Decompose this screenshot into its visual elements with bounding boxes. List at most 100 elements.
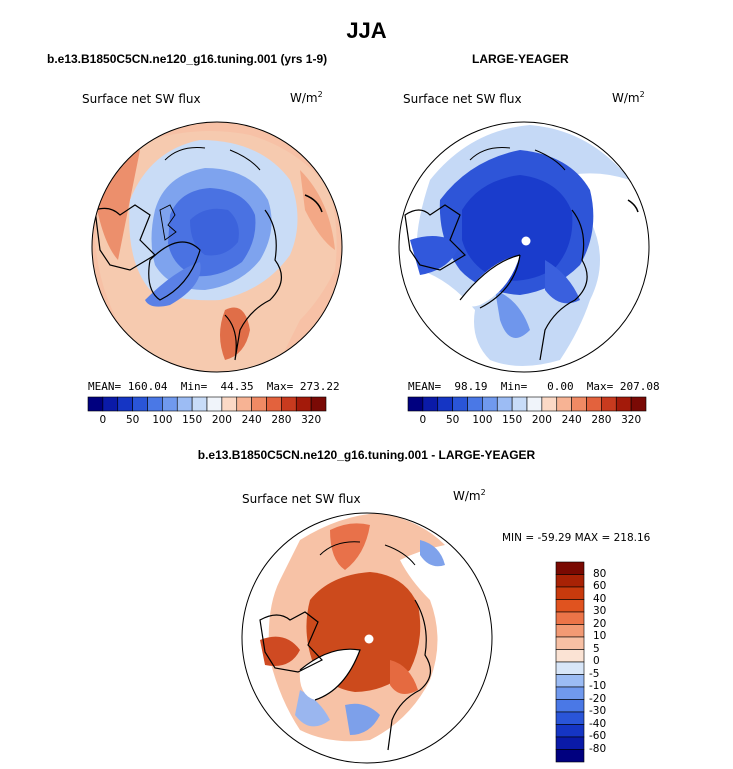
panel-1-coastline-siberia xyxy=(164,147,261,171)
diff-colorbar-cell xyxy=(555,561,585,575)
diff-colorbar-cell xyxy=(555,599,585,613)
panel-1-coastline-alaska xyxy=(304,194,323,213)
panel-1-colorbar-cell xyxy=(236,396,252,412)
panel-2-colorbar-cell xyxy=(586,396,602,412)
panel-2-coastline-alaska xyxy=(627,199,639,213)
diff-pole-hole xyxy=(364,634,374,644)
panel-2-colorbar-tick-label: 150 xyxy=(502,414,523,426)
diff-colorbar-tick-label: 30 xyxy=(593,605,607,617)
diff-colorbar-cell xyxy=(555,649,585,663)
panel-1-colorbar xyxy=(87,396,327,412)
diff-coastline-greenland xyxy=(299,648,361,701)
diff-coastline-eurasia xyxy=(387,599,431,751)
panel-1-colorbar-tick-label: 200 xyxy=(211,414,232,426)
diff-bering-region xyxy=(330,523,370,570)
panel-1-colorbar-cell xyxy=(266,396,282,412)
panel-1-colorbar-cell xyxy=(132,396,148,412)
diff-colorbar-tick-label: -30 xyxy=(589,705,607,717)
diff-case-title: b.e13.B1850C5CN.ne120_g16.tuning.001 - L… xyxy=(197,448,536,462)
panel-1-coastline-archipelago xyxy=(159,204,177,241)
diff-coastline-siberia xyxy=(319,541,416,566)
diff-colorbar-tick-label: -80 xyxy=(589,742,607,755)
panel-2-colorbar-cell xyxy=(437,396,453,412)
panel-2-colorbar-tick-label: 280 xyxy=(591,414,612,426)
diff-colorbar-cell xyxy=(555,711,585,725)
panel-1-greenland xyxy=(145,262,201,307)
panel-2-colorbar-cell xyxy=(407,396,424,412)
diff-colorbar-cell xyxy=(555,586,585,600)
diff-colorbar-cell xyxy=(555,611,585,625)
diff-colorbar xyxy=(555,561,585,763)
panel-1-hot-region-east xyxy=(300,170,335,250)
diff-variable-label: Surface net SW flux xyxy=(242,492,361,506)
panel-2-colorbar-cell xyxy=(511,396,528,412)
diff-colorbar-tick-label: -5 xyxy=(589,667,600,680)
panel-2-colorbar-cell xyxy=(571,396,587,412)
diff-east-region xyxy=(390,660,418,694)
panel-2-colorbar xyxy=(407,396,647,412)
panel-1-coastline-america xyxy=(94,204,156,271)
panel-1-colorbar-cell xyxy=(191,396,208,412)
diff-colorbar-cell xyxy=(555,724,585,738)
diff-colorbar-tick-label: 10 xyxy=(593,630,607,642)
diff-colorbar-cell xyxy=(555,686,585,700)
panel-2-colorbar-cell xyxy=(601,396,617,412)
panel-1-colorbar-cell xyxy=(117,396,133,412)
panel-1-map-border xyxy=(91,121,343,373)
diff-colorbar-tick-label: 20 xyxy=(593,617,607,630)
panel-2-ice-core xyxy=(462,175,573,281)
panel-1-colorbar-cell xyxy=(281,396,297,412)
diff-colorbar-tick-label: -60 xyxy=(589,730,607,742)
panel-2-map-border xyxy=(398,121,650,373)
diff-colorbar-cell xyxy=(555,674,585,688)
panel-1-colorbar-cell xyxy=(176,396,193,412)
diff-stats: MIN = -59.29 MAX = 218.16 xyxy=(502,532,651,544)
diff-negative-north xyxy=(420,540,445,567)
panel-1-colorbar-cell xyxy=(102,396,119,412)
panel-2-colorbar-cell xyxy=(496,396,513,412)
panel-2-colorbar-cell xyxy=(482,396,498,412)
panel-2-colorbar-cell xyxy=(422,396,439,412)
panel-2-units-label: W/m2 xyxy=(612,90,645,105)
panel-2-colorbar-cell xyxy=(467,396,483,412)
diff-negative-south-2 xyxy=(345,703,380,735)
diff-west-region xyxy=(260,636,300,666)
panel-2-case-title: LARGE-YEAGER xyxy=(472,52,569,66)
panel-1-coastline-greenland xyxy=(148,241,201,301)
panel-2-colorbar-cell xyxy=(556,396,572,412)
panel-2-coastline-greenland xyxy=(459,254,521,309)
panel-1-colorbar-tick-label: 50 xyxy=(125,414,140,426)
diff-colorbar-tick-label: 80 xyxy=(593,567,607,580)
panel-1-units-label: W/m2 xyxy=(290,90,323,105)
panel-2-colorbar-cell xyxy=(630,396,647,412)
panel-1-colorbar-cell xyxy=(87,396,104,412)
panel-1-colorbar-cell xyxy=(221,396,238,412)
panel-1-variable-label: Surface net SW flux xyxy=(82,92,201,106)
diff-colorbar-cell xyxy=(555,574,585,588)
panel-1-stats: MEAN= 160.04 Min= 44.35 Max= 273.22 xyxy=(88,380,340,393)
figure-title: JJA xyxy=(346,18,387,43)
panel-2-colorbar-tick-label: 240 xyxy=(561,414,582,426)
panel-2-map xyxy=(399,122,649,372)
diff-coastline-america xyxy=(259,611,323,673)
panel-1-colorbar-cell xyxy=(147,396,163,412)
diff-colorbar-tick-label: 40 xyxy=(593,592,607,605)
panel-2-ice-south xyxy=(495,290,530,338)
panel-1-colorbar-tick-label: 150 xyxy=(182,414,203,426)
diff-colorbar-cell xyxy=(555,699,585,713)
diff-map-border xyxy=(241,512,493,764)
panel-1-colorbar-tick-label: 100 xyxy=(152,414,173,426)
panel-2-colorbar-cell xyxy=(526,396,543,412)
diff-greenland xyxy=(299,649,360,700)
diff-colorbar-cell xyxy=(555,636,585,650)
panel-1-colorbar-cell xyxy=(310,396,327,412)
panel-1-coastline-eurasia xyxy=(224,209,282,361)
diff-units-label: W/m2 xyxy=(453,488,486,503)
panel-2-colorbar-tick-label: 100 xyxy=(472,414,493,426)
panel-2-colorbar-tick-label: 0 xyxy=(419,414,427,426)
diff-colorbar-tick-label: -20 xyxy=(589,692,607,705)
panel-1-colorbar-tick-label: 280 xyxy=(271,414,292,426)
diff-colorbar-cell xyxy=(555,624,585,638)
panel-2-variable-label: Surface net SW flux xyxy=(403,92,522,106)
